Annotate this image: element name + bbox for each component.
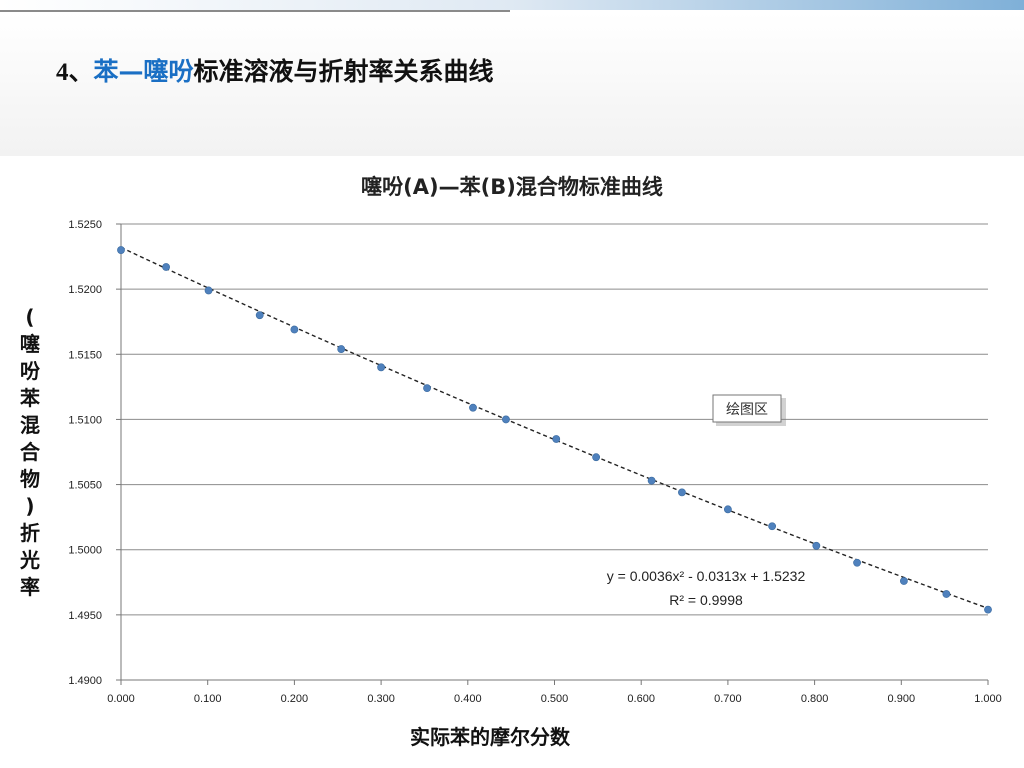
trendline-equation: y = 0.0036x² - 0.0313x + 1.5232 (607, 568, 806, 584)
data-point (678, 488, 686, 497)
data-point (984, 605, 992, 614)
x-tick-labels: 0.000 0.100 0.200 0.300 0.400 0.500 0.600 0.700… (107, 693, 1002, 705)
y-axis-label-char: ) (25, 494, 34, 518)
data-point (592, 453, 601, 462)
slide-header (0, 12, 1024, 157)
slide-title-highlight: 苯—噻吩 (93, 57, 194, 86)
data-point (724, 505, 732, 514)
y-tick-label: 1.4950 (68, 610, 102, 622)
x-tick-label: 0.400 (454, 693, 482, 705)
data-point (469, 403, 477, 412)
data-point (162, 263, 170, 271)
y-tick-label: 1.4900 (68, 675, 102, 687)
y-axis-label-char: 折 (20, 521, 40, 545)
data-point (117, 246, 125, 254)
y-axis-label-char: 光 (19, 548, 40, 572)
axes (116, 223, 989, 685)
chart-title: 噻吩(A)—苯(B)混合物标准曲线 (361, 175, 663, 199)
x-tick-label: 0.300 (367, 693, 395, 705)
y-tick-label: 1.5100 (68, 414, 102, 426)
y-tick-labels: 1.4900 1.4950 1.5000 1.5050 1.5100 1.5150 1.52… (68, 219, 102, 687)
chart-area[interactable]: 噻吩(A)—苯(B)混合物标准曲线 1.4900 1.4950 1.5000 1.50… (0, 156, 1024, 768)
y-axis-label-char: 合 (20, 440, 41, 464)
x-tick-label: 0.900 (888, 693, 916, 705)
y-tick-label: 1.5250 (68, 219, 102, 231)
slide-title: 4、苯—噻吩标准溶液与折射率关系曲线 (56, 52, 494, 88)
slide-title-rest: 标准溶液与折射率关系曲线 (193, 57, 494, 86)
y-tick-label: 1.5200 (68, 284, 102, 296)
top-decor-strip (0, 0, 1024, 10)
plot-area-tooltip: 绘图区 (712, 394, 786, 426)
x-tick-label: 0.000 (107, 693, 135, 705)
data-point (942, 590, 951, 598)
x-tick-label: 0.800 (801, 693, 829, 705)
data-points (117, 246, 992, 614)
y-axis-label-char: 吩 (20, 359, 41, 383)
data-point (502, 415, 510, 424)
chart-background (0, 156, 1024, 768)
y-tick-label: 1.5000 (68, 545, 102, 557)
trendline-layer (120, 246, 989, 609)
grid-lines (121, 223, 988, 616)
x-tick-label: 1.000 (974, 693, 1002, 705)
y-axis-label-char: 物 (20, 467, 40, 491)
y-tick-label: 1.5150 (68, 349, 102, 361)
x-tick-label: 0.200 (281, 693, 309, 705)
y-tick-label: 1.5050 (68, 480, 102, 492)
x-tick-label: 0.500 (541, 693, 569, 705)
tooltip-box (712, 394, 782, 423)
x-tick-label: 0.600 (627, 693, 655, 705)
top-decor-line (0, 10, 510, 12)
trendline (120, 246, 989, 609)
y-axis-label-char: 噻 (20, 332, 41, 356)
trendline-r-squared: R² = 0.9998 (669, 592, 743, 608)
tooltip-label: 绘图区 (726, 402, 768, 418)
slide-title-number: 4、 (56, 59, 94, 86)
y-axis-label-char: ( (25, 305, 34, 329)
x-tick-label: 0.100 (194, 693, 222, 705)
data-point (552, 435, 561, 443)
y-axis-label-char: 混 (20, 413, 40, 437)
data-point (768, 522, 777, 531)
data-point (204, 286, 213, 295)
data-point (377, 363, 385, 372)
data-point (255, 311, 264, 320)
y-axis-label-char: 苯 (19, 386, 40, 410)
x-axis-label: 实际苯的摩尔分数 (410, 725, 571, 749)
data-point (290, 325, 299, 334)
y-axis-label-char: 率 (20, 575, 40, 599)
data-point (900, 577, 908, 585)
data-point (337, 345, 346, 353)
data-point (853, 558, 861, 567)
data-point (647, 476, 656, 485)
data-point (812, 541, 821, 550)
data-point (423, 384, 431, 393)
x-tick-label: 0.700 (714, 693, 742, 705)
